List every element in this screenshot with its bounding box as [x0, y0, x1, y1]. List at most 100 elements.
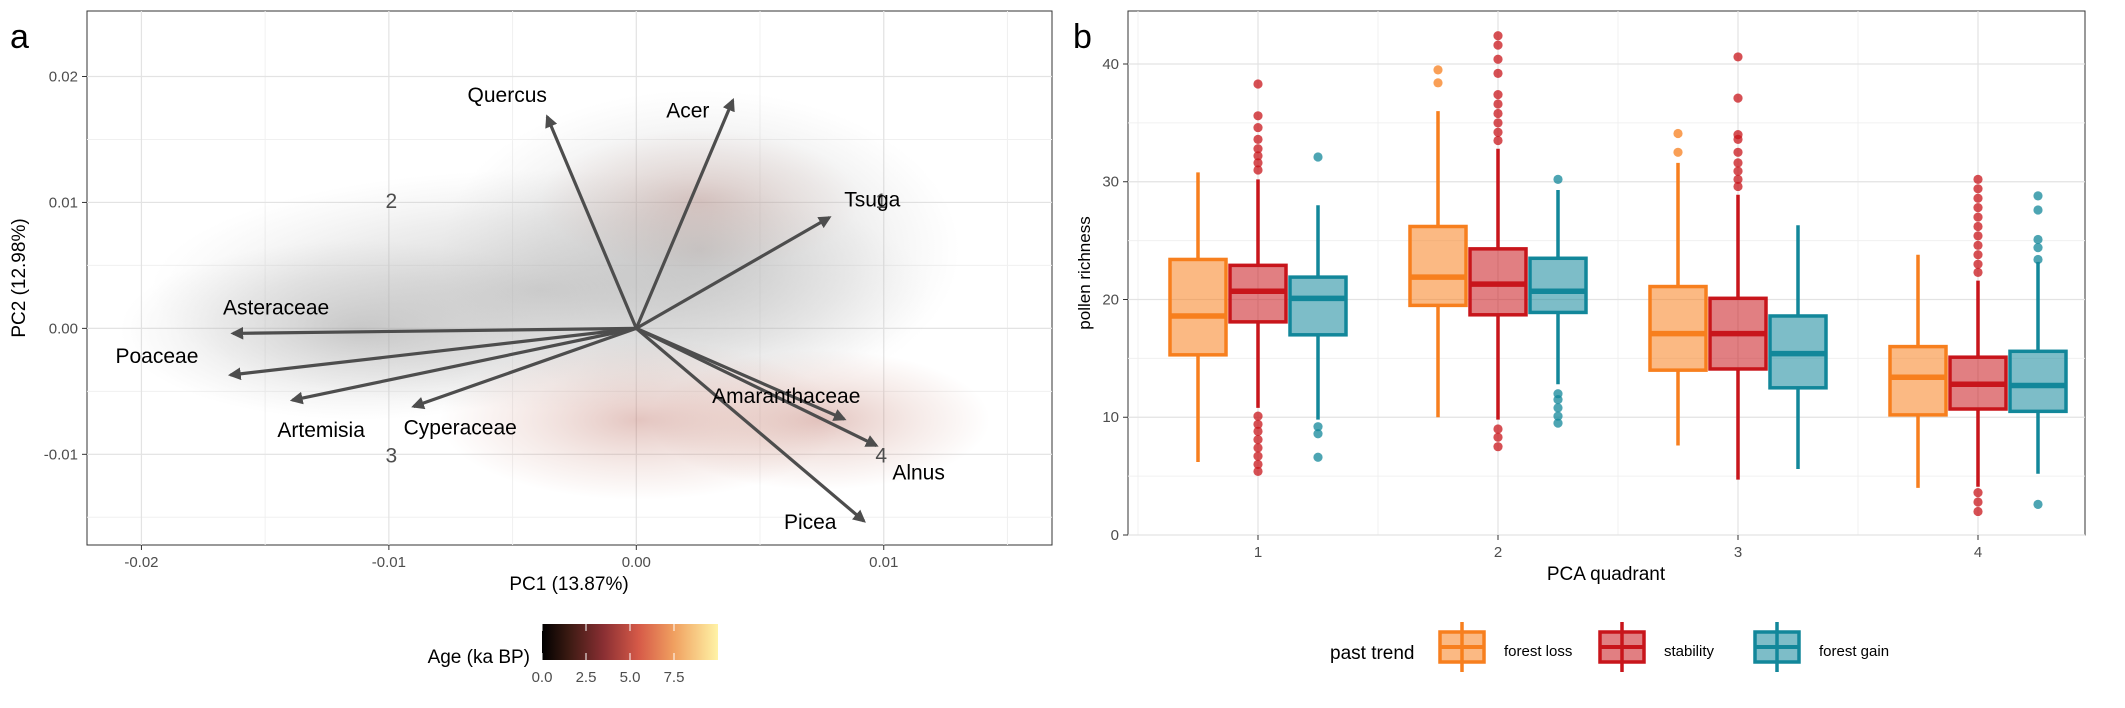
legend-item: forest gain — [1753, 622, 1889, 672]
boxplot-box-group — [1468, 31, 1528, 452]
x-tick-label: -0.01 — [372, 554, 406, 571]
outlier-point — [1493, 31, 1503, 41]
outlier-point — [1733, 174, 1743, 184]
boxplot-box-group — [1708, 52, 1768, 480]
outlier-point — [1253, 165, 1263, 175]
loading-arrow — [545, 114, 638, 329]
age-colorbar: Age (ka BP) 0.0 2.5 5.0 7.5 — [428, 624, 718, 686]
outlier-point — [1733, 158, 1743, 168]
boxplot-box-group — [1288, 152, 1348, 462]
outlier-point — [1973, 267, 1983, 278]
outlier-point — [1973, 174, 1983, 184]
outlier-point — [1253, 435, 1263, 445]
colorbar-ticks: 0.0 2.5 5.0 7.5 — [532, 624, 685, 686]
outlier-point — [1673, 128, 1683, 139]
box — [1288, 275, 1348, 337]
outlier-point — [1973, 250, 1983, 260]
outlier-point — [1973, 497, 1983, 507]
outlier-point — [1553, 403, 1563, 413]
legend-item: stability — [1598, 622, 1715, 672]
quadrant-label: 3 — [386, 445, 398, 468]
outlier-point — [1553, 389, 1563, 399]
outlier-point — [1553, 174, 1563, 184]
loading-label: Acer — [666, 99, 709, 122]
outlier-point — [1553, 411, 1563, 421]
outlier-point — [2033, 234, 2043, 245]
quadrant-label: 4 — [875, 445, 887, 468]
outlier-point — [1253, 426, 1263, 436]
outlier-point — [1493, 40, 1503, 50]
loading-arrow — [230, 326, 637, 340]
loading-arrow — [635, 216, 832, 330]
legend-label: stability — [1664, 643, 1715, 660]
outlier-point — [1553, 418, 1563, 428]
pca-quadrant-labels: 1 2 3 4 — [386, 190, 888, 467]
loading-arrow — [635, 326, 879, 447]
outlier-point — [1253, 122, 1263, 133]
loading-arrow — [634, 98, 735, 330]
outlier-point — [1493, 442, 1503, 452]
outlier-point — [1253, 459, 1263, 469]
outlier-point — [1733, 181, 1743, 192]
pca-y-axis-title: PC2 (12.98%) — [9, 218, 30, 337]
boxplot-box-group — [1228, 79, 1288, 477]
outlier-point — [1493, 118, 1503, 128]
y-tick-label: 0 — [1111, 527, 1119, 544]
boxplot-y-axis: 0 10 20 30 40 — [1102, 56, 1128, 544]
boxplot-box-group — [2008, 191, 2068, 509]
x-tick-label: 0.00 — [622, 554, 651, 571]
outlier-point — [1493, 68, 1503, 79]
outlier-point — [1973, 203, 1983, 213]
boxplot-box-group — [1168, 172, 1228, 462]
y-tick-label: 20 — [1102, 291, 1119, 308]
outlier-point — [1733, 93, 1743, 103]
outlier-point — [1313, 152, 1323, 162]
boxplot-box-group — [1768, 225, 1828, 470]
outlier-point — [2033, 191, 2043, 201]
pca-x-axis-title: PC1 (13.87%) — [509, 574, 628, 595]
y-tick-label: -0.01 — [44, 446, 78, 463]
legend-title: past trend — [1330, 643, 1415, 664]
boxplot-legend: past trend forest loss stability forest ga… — [1330, 622, 1889, 672]
x-tick-label: -0.02 — [124, 554, 158, 571]
pca-x-axis: -0.02 -0.01 0.00 0.01 — [124, 545, 898, 571]
outlier-point — [1493, 108, 1503, 119]
y-tick-label: 0.01 — [49, 194, 78, 211]
outlier-point — [2033, 205, 2043, 215]
outlier-point — [1493, 135, 1503, 146]
outlier-point — [1733, 130, 1743, 140]
outlier-point — [1253, 144, 1263, 154]
outlier-point — [1253, 111, 1263, 121]
outlier-point — [1493, 127, 1503, 137]
colorbar-tick-label: 7.5 — [664, 669, 685, 686]
x-tick-label: 0.01 — [869, 554, 898, 571]
outlier-point — [1253, 79, 1263, 89]
outlier-point — [1253, 134, 1263, 144]
y-tick-label: 40 — [1102, 56, 1119, 73]
boxplot-x-axis: 1 2 3 4 — [1254, 535, 1982, 561]
loading-arrow — [635, 327, 866, 523]
x-tick-label: 2 — [1494, 544, 1502, 561]
box — [1888, 344, 1948, 417]
outlier-point — [1433, 78, 1443, 88]
boxplot-box-group — [1528, 174, 1588, 428]
outlier-point — [1313, 429, 1323, 439]
boxplot-box-group — [1648, 128, 1708, 446]
loading-arrow — [411, 326, 637, 410]
loading-label: Poaceae — [116, 345, 199, 368]
loading-label: Artemisia — [277, 419, 365, 442]
outlier-point — [1973, 212, 1983, 222]
loading-label: Cyperaceae — [404, 416, 517, 439]
pca-loading-labels: Quercus Acer Tsuga Asteraceae Poaceae Artemis… — [116, 84, 945, 534]
outlier-point — [2033, 499, 2043, 509]
outlier-point — [1253, 151, 1263, 161]
loading-label: Picea — [784, 511, 837, 534]
outlier-point — [1493, 99, 1503, 109]
box — [1528, 256, 1588, 315]
outlier-point — [1673, 147, 1683, 157]
colorbar-tick-label: 5.0 — [620, 669, 641, 686]
outlier-point — [1733, 52, 1743, 62]
outlier-point — [1973, 193, 1983, 203]
boxplot-y-axis-title: pollen richness — [1075, 216, 1094, 329]
